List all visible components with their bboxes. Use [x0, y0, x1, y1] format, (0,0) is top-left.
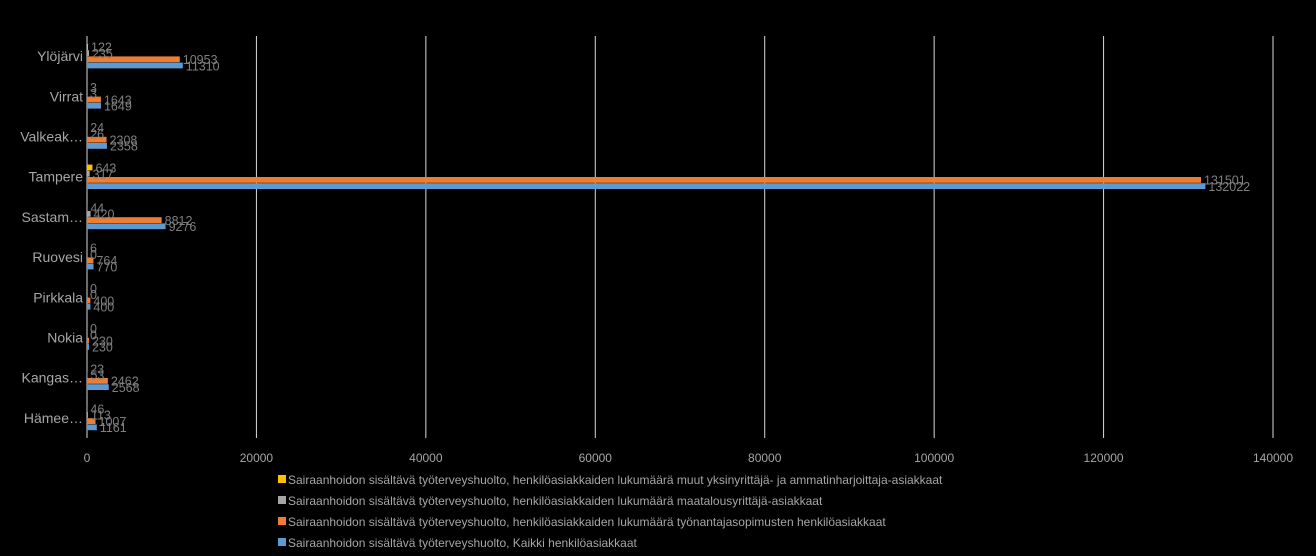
category-label: Sastam…: [22, 209, 83, 225]
data-label: 420: [94, 208, 115, 222]
data-label: 46: [90, 403, 104, 417]
bar: [87, 217, 162, 223]
data-label: 2308: [110, 134, 138, 148]
legend-entry: Sairaanhoidon sisältävä työterveyshuolto…: [288, 536, 638, 550]
data-label: 9276: [169, 220, 197, 234]
bar: [87, 56, 180, 63]
data-label: 53: [90, 369, 104, 383]
bar: [87, 337, 89, 344]
data-label: 44: [90, 202, 104, 216]
category-label: Tampere: [29, 169, 84, 185]
legend: Sairaanhoidon sisältävä työterveyshuolto…: [278, 473, 943, 550]
data-label: 1643: [104, 93, 132, 107]
data-label: 2568: [112, 381, 140, 395]
bars: [87, 44, 1206, 431]
data-label: 235: [92, 47, 113, 61]
data-label: 6: [90, 242, 97, 256]
bar: [87, 177, 1202, 183]
x-tick-label: 100000: [914, 451, 954, 465]
data-label: 0: [90, 248, 97, 262]
legend-swatch: [278, 496, 286, 504]
category-label: Ruovesi: [32, 249, 83, 265]
bar: [87, 164, 93, 171]
data-label: 131501: [1204, 174, 1246, 188]
legend-swatch: [278, 517, 286, 525]
data-label: 8812: [165, 214, 193, 228]
x-tick-label: 20000: [240, 451, 274, 465]
data-label: 230: [92, 341, 113, 355]
data-label: 113: [91, 409, 111, 423]
x-tick-label: 80000: [748, 451, 782, 465]
data-label: 122: [91, 41, 112, 55]
legend-entry: Sairaanhoidon sisältävä työterveyshuolto…: [288, 494, 823, 508]
data-label: 1007: [99, 415, 127, 429]
x-tick-label: 120000: [1084, 451, 1124, 465]
category-label: Pirkkala: [33, 289, 83, 305]
category-label: Ylöjärvi: [37, 48, 83, 64]
bar: [87, 344, 89, 350]
data-label: 317: [93, 168, 114, 182]
data-label: 0: [90, 322, 97, 336]
bar: [87, 102, 101, 109]
x-tick-label: 0: [84, 451, 91, 465]
data-label: 764: [96, 254, 117, 268]
category-label: Nokia: [47, 330, 83, 346]
data-label: 26: [90, 127, 104, 141]
category-label: Virrat: [50, 88, 83, 104]
data-label: 2358: [110, 140, 138, 154]
x-tick-labels: 0 20000 40000 60000 80000 100000 120000 140000: [84, 451, 1294, 465]
data-label: 10953: [183, 53, 218, 67]
data-label: 400: [93, 294, 114, 308]
data-label: 11310: [186, 59, 220, 73]
data-label: 24: [90, 121, 104, 135]
category-label: Kangas…: [22, 370, 83, 386]
data-label: 0: [90, 282, 97, 296]
bar: [87, 62, 183, 69]
bar: [87, 378, 108, 384]
gridlines: [86, 36, 1274, 438]
bar: [87, 183, 1206, 189]
bar: [87, 297, 91, 304]
data-label: 0: [90, 288, 97, 302]
bar: [87, 303, 91, 310]
bar: [87, 418, 96, 424]
data-label: 230: [92, 335, 113, 349]
x-tick-label: 60000: [579, 451, 613, 465]
bar: [87, 136, 107, 143]
bar: [87, 143, 107, 149]
data-label: 1649: [104, 100, 132, 114]
category-label: Valkeak…: [20, 129, 83, 145]
bar: [87, 384, 109, 390]
bar: [87, 50, 89, 56]
data-label: 643: [95, 161, 116, 175]
data-label: 3: [90, 81, 97, 95]
data-label: 3: [90, 87, 97, 101]
data-label: 1161: [100, 421, 127, 435]
bar: [87, 96, 101, 103]
x-tick-label: 40000: [409, 451, 443, 465]
bar: [87, 211, 91, 217]
category-label: Hämee…: [24, 410, 83, 426]
data-label: 23: [90, 362, 104, 376]
bar: [87, 257, 94, 264]
bar: [87, 223, 166, 230]
data-label: 2462: [111, 375, 139, 389]
legend-entry: Sairaanhoidon sisältävä työterveyshuolto…: [288, 473, 943, 487]
legend-swatch: [278, 538, 286, 546]
category-labels: Ylöjärvi Virrat Valkeak… Tampere Sastam… Ruov…: [20, 48, 83, 426]
bar: [87, 263, 94, 270]
data-label: 132022: [1208, 180, 1250, 194]
bar: [87, 44, 89, 50]
bar: [87, 170, 90, 177]
bar: [87, 412, 88, 418]
data-label: 400: [93, 301, 114, 315]
bar: [87, 424, 97, 431]
data-label: 770: [97, 260, 118, 274]
x-tick-label: 140000: [1253, 451, 1293, 465]
data-label: 0: [90, 328, 97, 342]
legend-entry: Sairaanhoidon sisältävä työterveyshuolto…: [288, 515, 886, 529]
legend-swatch: [278, 475, 286, 483]
